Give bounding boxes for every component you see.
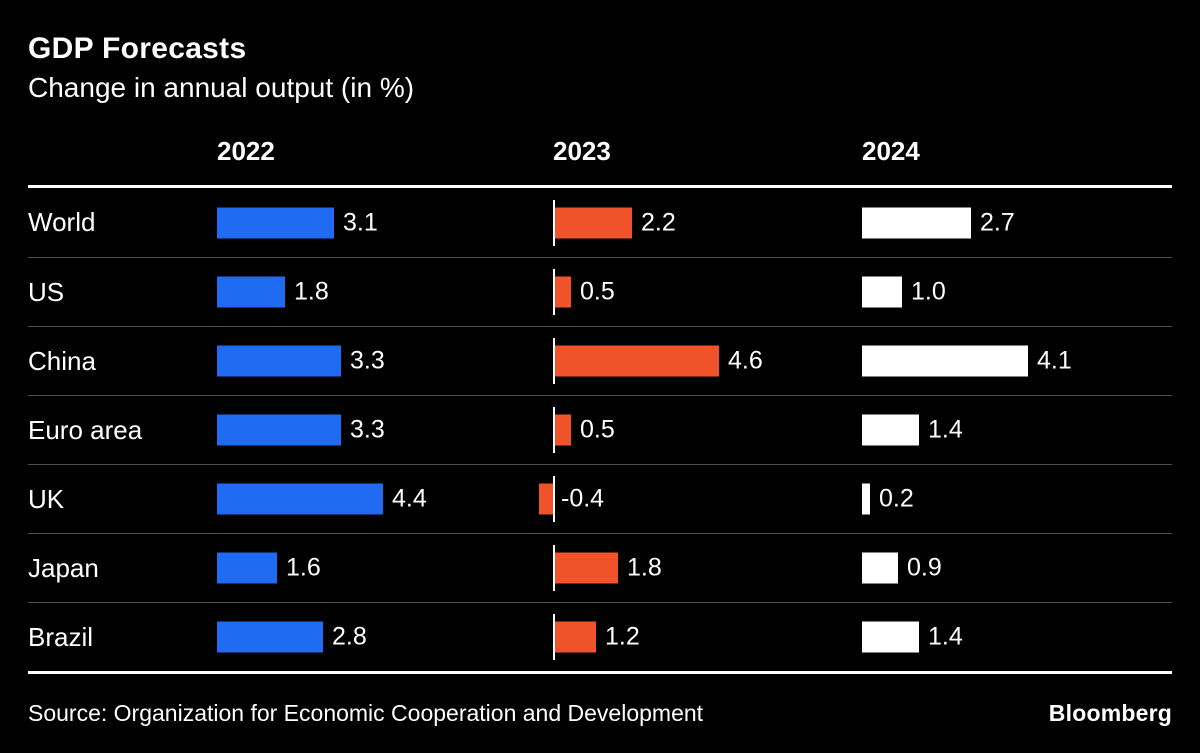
bar-value: 2.7: [980, 208, 1015, 236]
zero-axis-line: [553, 338, 555, 384]
bar-cell-2024: 1.4: [862, 396, 1172, 464]
zero-axis-line: [553, 614, 555, 660]
bar-cell-2024: 0.9: [862, 534, 1172, 602]
bar-cell-2023: 1.8: [553, 534, 862, 602]
table-row: US 1.8 0.5 1.0: [28, 257, 1172, 326]
zero-axis-line: [553, 476, 555, 522]
bar: [862, 414, 919, 446]
bar: [862, 621, 919, 653]
chart-title: GDP Forecasts: [28, 32, 247, 65]
bar: [217, 276, 285, 308]
bar: [553, 345, 719, 377]
bar-cell-2024: 0.2: [862, 465, 1172, 533]
bar-cell-2023: 4.6: [553, 327, 862, 395]
bar: [217, 621, 323, 653]
bar-cell-2024: 4.1: [862, 327, 1172, 395]
bar-value: 4.4: [392, 484, 427, 513]
bar: [862, 552, 898, 584]
bar-cell-2022: 2.8: [217, 603, 553, 671]
row-label: World: [28, 207, 96, 237]
bar: [217, 345, 341, 377]
bar-value: 1.0: [911, 277, 946, 306]
bar-cell-2024: 2.7: [862, 188, 1172, 257]
row-label: US: [28, 276, 65, 307]
bar: [553, 621, 596, 653]
row-label: Euro area: [28, 414, 143, 445]
bar: [553, 276, 571, 308]
zero-axis-line: [553, 269, 555, 315]
bar-cell-2023: 1.2: [553, 603, 862, 671]
bar-value: 3.1: [343, 208, 378, 236]
bar-cell-2022: 3.3: [217, 327, 553, 395]
bar-value: -0.4: [561, 484, 605, 513]
bar: [217, 552, 277, 584]
table-row: China 3.3 4.6 4.1: [28, 326, 1172, 395]
bar-value: 1.4: [928, 622, 963, 651]
bar-value: 4.6: [728, 346, 763, 375]
bar: [862, 483, 870, 515]
bar-value: 1.2: [605, 622, 640, 651]
row-label: China: [28, 345, 96, 376]
bar-value: 0.5: [580, 277, 615, 306]
zero-axis-line: [553, 545, 555, 591]
bloomberg-logo: Bloomberg: [1048, 700, 1172, 726]
bar: [553, 207, 632, 238]
chart-subtitle: Change in annual output (in %): [28, 72, 415, 103]
column-header-2023: 2023: [553, 136, 611, 166]
bar-cell-2022: 4.4: [217, 465, 553, 533]
bar: [553, 552, 618, 584]
table-row: Euro area 3.3 0.5 1.4: [28, 395, 1172, 464]
table-row: World 3.1 2.2 2.7: [28, 188, 1172, 257]
bar-cell-2022: 3.1: [217, 188, 553, 257]
bar: [862, 207, 971, 238]
bar-cell-2024: 1.0: [862, 258, 1172, 326]
bar-value: 1.6: [286, 553, 321, 582]
zero-axis-line: [553, 199, 555, 246]
bar-cell-2023: 2.2: [553, 188, 862, 257]
source-note: Source: Organization for Economic Cooper…: [28, 700, 704, 726]
bar-cell-2023: -0.4: [539, 465, 862, 533]
zero-axis-line: [553, 407, 555, 453]
bar-value: 1.8: [294, 277, 329, 306]
bar-value: 3.3: [350, 346, 385, 375]
bar-value: 4.1: [1037, 346, 1072, 375]
bar-value: 1.4: [928, 415, 963, 444]
chart-footer: Source: Organization for Economic Cooper…: [28, 674, 1172, 753]
bar: [553, 414, 571, 446]
bar: [862, 276, 902, 308]
bar-cell-2022: 3.3: [217, 396, 553, 464]
bar-value: 0.5: [580, 415, 615, 444]
bar-cell-2023: 0.5: [553, 258, 862, 326]
column-header-2024: 2024: [862, 136, 920, 166]
bar: [217, 414, 341, 446]
bar-cell-2024: 1.4: [862, 603, 1172, 671]
column-header-2022: 2022: [217, 136, 275, 166]
bar: [862, 345, 1028, 377]
row-label-spacer: [28, 136, 217, 167]
table-row: UK 4.4 -0.4 0.2: [28, 464, 1172, 533]
bar-cell-2023: 0.5: [553, 396, 862, 464]
column-headers: 2022 2023 2024: [28, 136, 1172, 188]
bar-cell-2022: 1.6: [217, 534, 553, 602]
bar-value: 0.2: [879, 484, 914, 513]
bar-value: 0.9: [907, 553, 942, 582]
bar: [217, 483, 383, 515]
bar: [217, 207, 334, 238]
row-label: Brazil: [28, 621, 94, 652]
row-label: UK: [28, 483, 65, 514]
row-label: Japan: [28, 552, 99, 583]
bar-value: 2.8: [332, 622, 367, 651]
bar: [539, 483, 553, 515]
table-row: Japan 1.6 1.8 0.9: [28, 533, 1172, 602]
bar-value: 1.8: [627, 553, 662, 582]
bar-cell-2022: 1.8: [217, 258, 553, 326]
bar-value: 2.2: [641, 208, 676, 236]
chart-rows: World 3.1 2.2 2.7 US 1.8 0.5 1.0 China 3.3 4.6 4.1 E…: [28, 188, 1172, 674]
bar-value: 3.3: [350, 415, 385, 444]
table-row: Brazil 2.8 1.2 1.4: [28, 602, 1172, 671]
